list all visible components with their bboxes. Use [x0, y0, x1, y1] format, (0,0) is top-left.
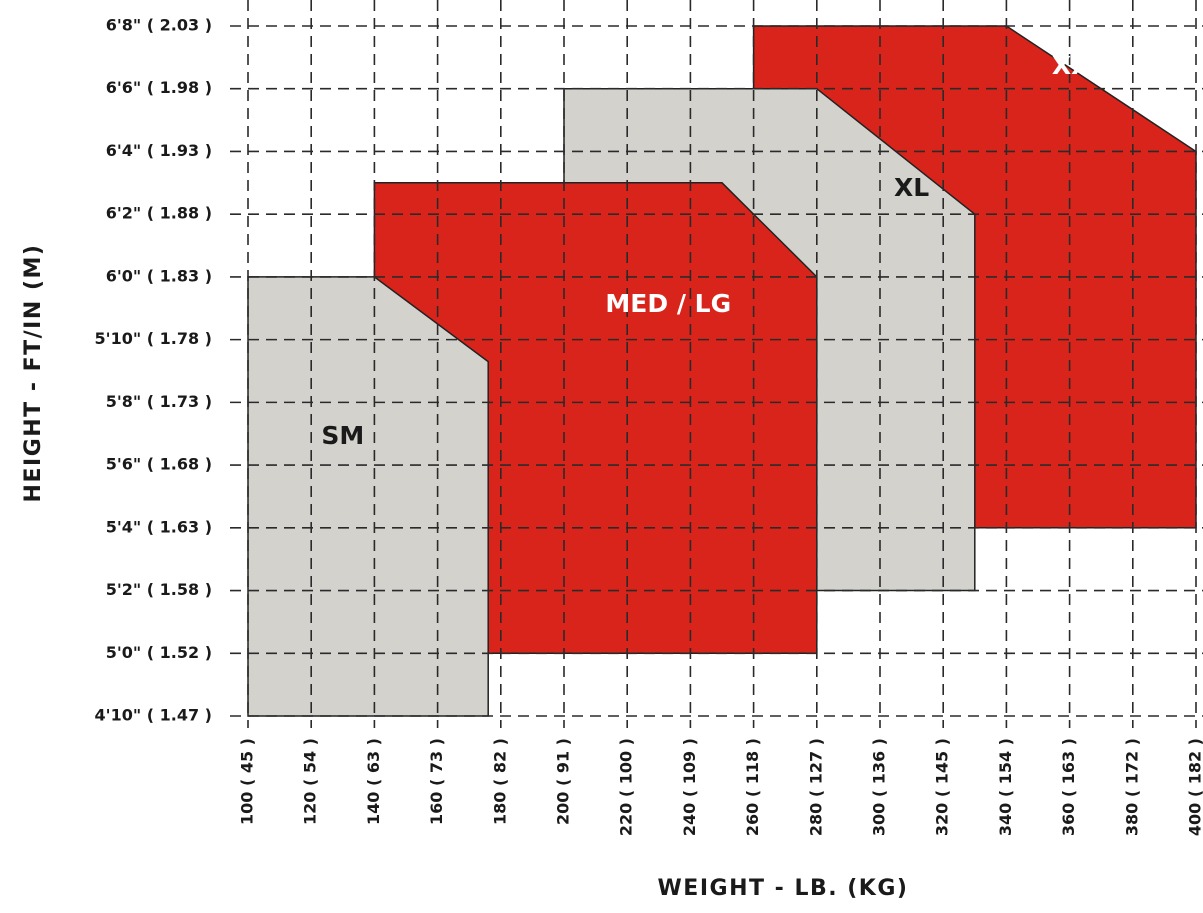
y-tick-label: 5'0" ( 1.52 ) [106, 643, 212, 662]
x-tick-label: 320 ( 145 ) [933, 738, 952, 836]
y-tick-label: 6'2" ( 1.88 ) [106, 204, 212, 223]
x-tick-label: 180 ( 82 ) [490, 738, 509, 825]
x-tick-label: 120 ( 54 ) [301, 738, 320, 825]
region-sm [247, 276, 489, 717]
y-axis-tick-labels: 4'10" ( 1.47 ) 5'0" ( 1.52 ) 5'2" ( 1.58 )… [95, 16, 212, 725]
x-tick-label: 340 ( 154 ) [996, 738, 1015, 836]
x-tick-label: 260 ( 118 ) [743, 738, 762, 836]
x-tick-label: 400 ( 182 ) [1186, 738, 1203, 836]
y-tick-label: 6'8" ( 2.03 ) [106, 16, 212, 35]
y-tick-label: 5'4" ( 1.63 ) [106, 517, 212, 536]
region-label-xxl: XXL [1052, 51, 1107, 80]
size-regions [247, 25, 1197, 717]
x-tick-label: 200 ( 91 ) [554, 738, 573, 825]
chart-grid [230, 0, 1203, 728]
region-label-med-lg: MED / LG [605, 289, 731, 318]
y-tick-label: 6'0" ( 1.83 ) [106, 266, 212, 285]
x-tick-label: 220 ( 100 ) [617, 738, 636, 836]
y-tick-label: 4'10" ( 1.47 ) [95, 706, 212, 725]
x-axis-title: WEIGHT - LB. (KG) [658, 876, 909, 901]
x-tick-label: 100 ( 45 ) [238, 738, 257, 825]
y-axis-title: HEIGHT - FT/IN (M) [21, 244, 46, 503]
y-tick-label: 6'6" ( 1.98 ) [106, 78, 212, 97]
x-tick-label: 240 ( 109 ) [680, 738, 699, 836]
x-axis-tick-labels: 100 ( 45 ) 120 ( 54 ) 140 ( 63 ) 160 ( 73 )… [238, 738, 1203, 836]
y-tick-label: 5'10" ( 1.78 ) [95, 329, 212, 348]
y-tick-label: 5'8" ( 1.73 ) [106, 392, 212, 411]
size-region-labels: XXL XL MED / LG SM [321, 51, 1106, 450]
x-tick-label: 300 ( 136 ) [870, 738, 889, 836]
y-tick-label: 5'6" ( 1.68 ) [106, 455, 212, 474]
y-tick-label: 6'4" ( 1.93 ) [106, 141, 212, 160]
x-tick-label: 140 ( 63 ) [364, 738, 383, 825]
x-tick-label: 360 ( 163 ) [1059, 738, 1078, 836]
region-label-xl: XL [894, 173, 929, 202]
x-tick-label: 380 ( 172 ) [1122, 738, 1141, 836]
y-tick-label: 5'2" ( 1.58 ) [106, 580, 212, 599]
region-label-sm: SM [321, 421, 364, 450]
x-tick-label: 280 ( 127 ) [806, 738, 825, 836]
x-tick-label: 160 ( 73 ) [427, 738, 446, 825]
